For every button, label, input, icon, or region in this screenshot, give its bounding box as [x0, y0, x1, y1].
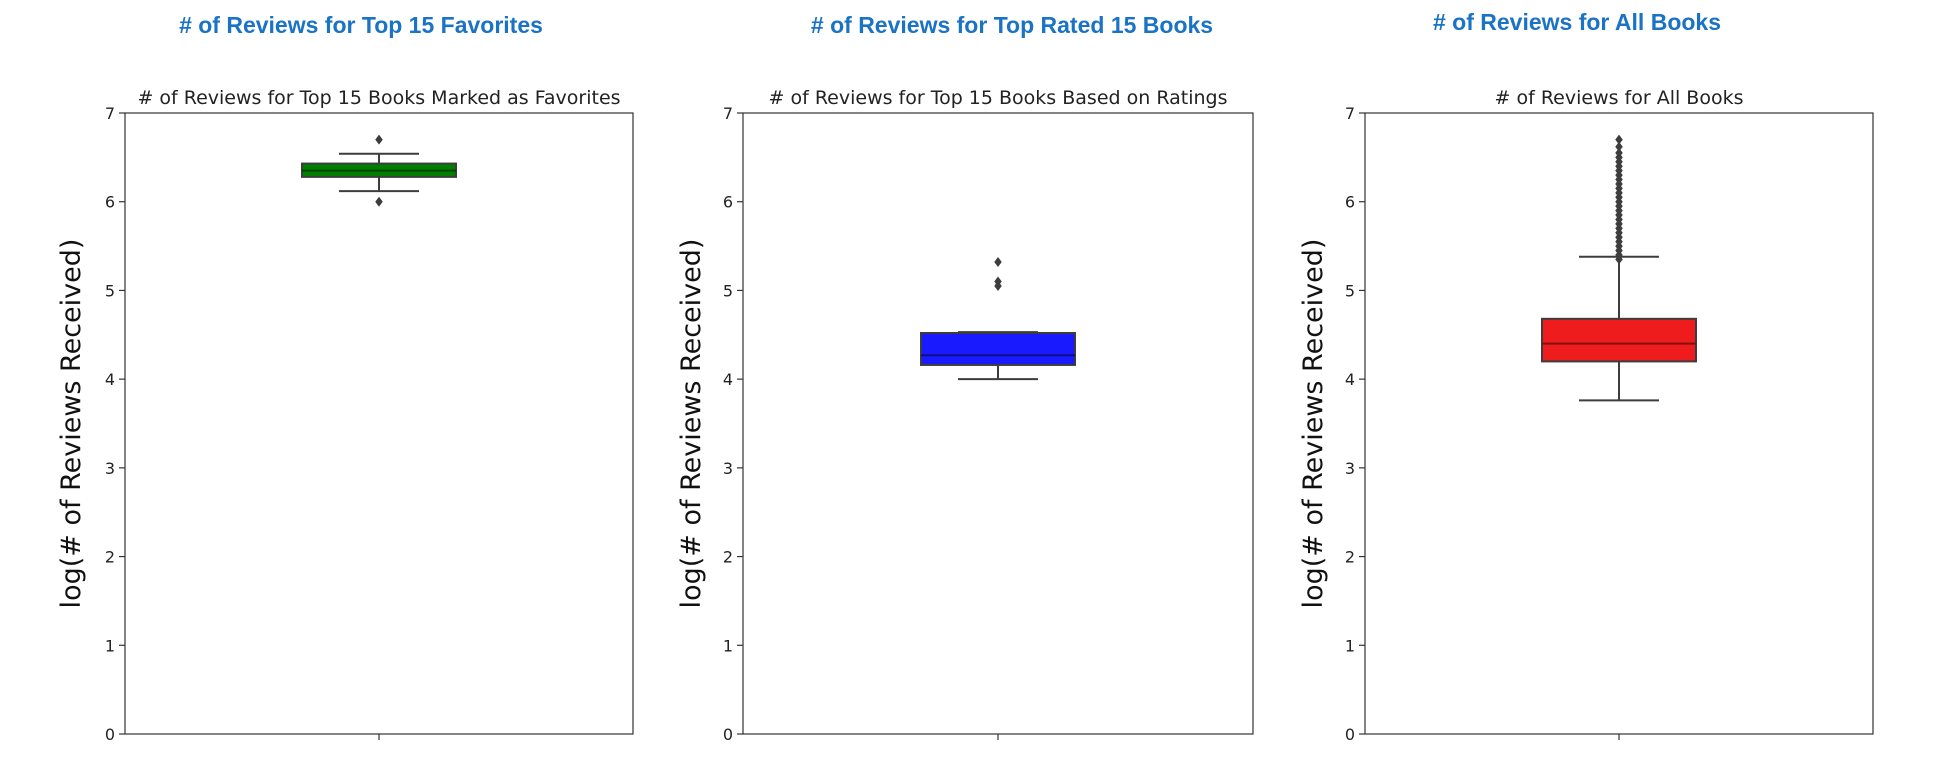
y-tick-label: 2	[105, 548, 115, 567]
y-axis-label: log(# of Reviews Received)	[1298, 239, 1329, 609]
y-tick-label: 6	[723, 193, 733, 212]
chart-panel-3: # of Reviews for All Books log(# of Revie…	[1298, 87, 1874, 744]
plot-frame	[742, 112, 1254, 735]
panel-heading-top-rated: # of Reviews for Top Rated 15 Books	[810, 12, 1214, 38]
box	[1541, 317, 1697, 363]
chart-panel-2: # of Reviews for Top 15 Books Based on R…	[676, 87, 1254, 744]
outlier-point	[994, 276, 1002, 287]
chart-panel-1: # of Reviews for Top 15 Books Marked as …	[56, 87, 634, 744]
y-tick-label: 4	[105, 370, 115, 389]
y-tick-label: 5	[723, 281, 733, 300]
y-tick-label: 1	[105, 636, 115, 655]
y-tick-label: 7	[1345, 104, 1355, 123]
y-tick-label: 4	[723, 370, 733, 389]
outlier-point	[375, 196, 383, 207]
y-tick-label: 6	[1345, 193, 1355, 212]
outlier-point	[1615, 147, 1623, 158]
y-tick-label: 5	[1345, 281, 1355, 300]
chart-title: # of Reviews for All Books	[1495, 87, 1744, 109]
outlier-point	[1615, 134, 1623, 145]
panel-heading-all-books: # of Reviews for All Books	[1433, 9, 1721, 35]
y-tick-label: 0	[105, 725, 115, 744]
y-tick-label: 3	[723, 459, 733, 478]
y-axis-label: log(# of Reviews Received)	[56, 239, 87, 609]
y-tick-label: 1	[723, 636, 733, 655]
y-tick-label: 2	[1345, 548, 1355, 567]
y-axis-label: log(# of Reviews Received)	[676, 239, 707, 609]
y-tick-label: 7	[723, 104, 733, 123]
y-tick-label: 4	[1345, 370, 1355, 389]
y-tick-label: 7	[105, 104, 115, 123]
y-tick-label: 1	[1345, 636, 1355, 655]
y-tick-label: 0	[1345, 725, 1355, 744]
y-tick-label: 3	[1345, 459, 1355, 478]
chart-title: # of Reviews for Top 15 Books Marked as …	[137, 87, 620, 109]
outlier-point	[1615, 141, 1623, 152]
y-tick-label: 6	[105, 193, 115, 212]
outlier-point	[375, 134, 383, 145]
panel-heading-favorites: # of Reviews for Top 15 Favorites	[179, 12, 543, 38]
y-tick-label: 5	[105, 281, 115, 300]
box	[920, 332, 1076, 366]
y-tick-label: 3	[105, 459, 115, 478]
chart-title: # of Reviews for Top 15 Books Based on R…	[769, 87, 1228, 109]
y-tick-label: 0	[723, 725, 733, 744]
outlier-point	[994, 257, 1002, 268]
y-tick-label: 2	[723, 548, 733, 567]
